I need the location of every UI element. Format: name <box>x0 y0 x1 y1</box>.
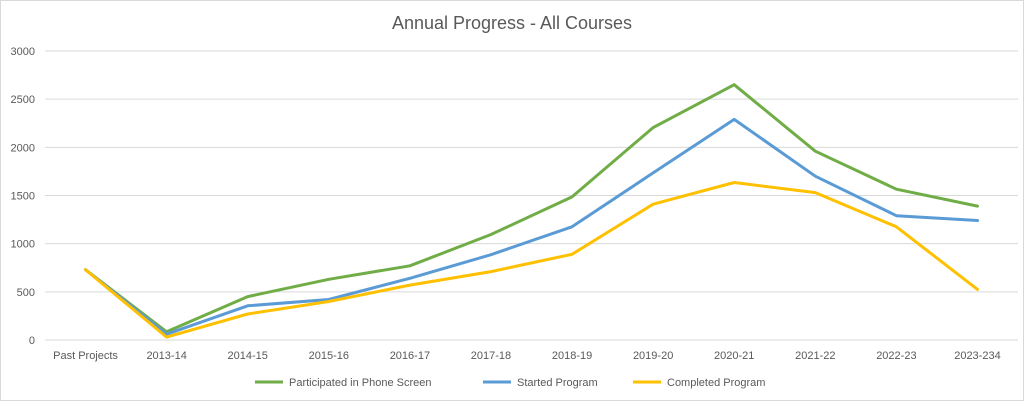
x-tick-label: 2014-15 <box>228 350 268 362</box>
series-line <box>84 117 979 336</box>
x-tick-label: 2017-18 <box>471 350 511 362</box>
legend-label: Started Program <box>517 377 598 389</box>
gridlines <box>45 50 1018 341</box>
series-lines <box>84 83 979 339</box>
series-line <box>84 181 979 339</box>
chart-title: Annual Progress - All Courses <box>392 13 632 33</box>
x-tick-label: Past Projects <box>53 350 118 362</box>
x-tick-label: 2015-16 <box>309 350 349 362</box>
y-tick-label: 0 <box>29 335 35 347</box>
legend: Participated in Phone Screen Started Prog… <box>255 377 765 389</box>
y-axis-tick-labels: 0 500 1000 1500 2000 2500 3000 <box>11 46 35 347</box>
legend-item: Participated in Phone Screen <box>255 377 431 389</box>
y-tick-label: 1000 <box>11 239 35 251</box>
y-tick-label: 2000 <box>11 142 35 154</box>
x-tick-label: 2018-19 <box>552 350 592 362</box>
legend-item: Started Program <box>483 377 598 389</box>
x-tick-label: 2021-22 <box>795 350 835 362</box>
x-tick-label: 2019-20 <box>633 350 673 362</box>
legend-label: Participated in Phone Screen <box>289 377 431 389</box>
x-tick-label: 2020-21 <box>714 350 754 362</box>
y-tick-label: 1500 <box>11 191 35 203</box>
x-tick-label: 2023-234 <box>954 350 1001 362</box>
x-tick-label: 2013-14 <box>146 350 186 362</box>
x-tick-label: 2022-23 <box>876 350 916 362</box>
x-axis-tick-labels: Past Projects 2013-14 2014-15 2015-16 2016-1… <box>53 350 1001 362</box>
y-tick-label: 3000 <box>11 46 35 58</box>
y-tick-label: 2500 <box>11 94 35 106</box>
series-line <box>84 83 979 334</box>
legend-item: Completed Program <box>633 377 765 389</box>
legend-label: Completed Program <box>667 377 765 389</box>
x-tick-label: 2016-17 <box>390 350 430 362</box>
y-tick-label: 500 <box>17 287 35 299</box>
